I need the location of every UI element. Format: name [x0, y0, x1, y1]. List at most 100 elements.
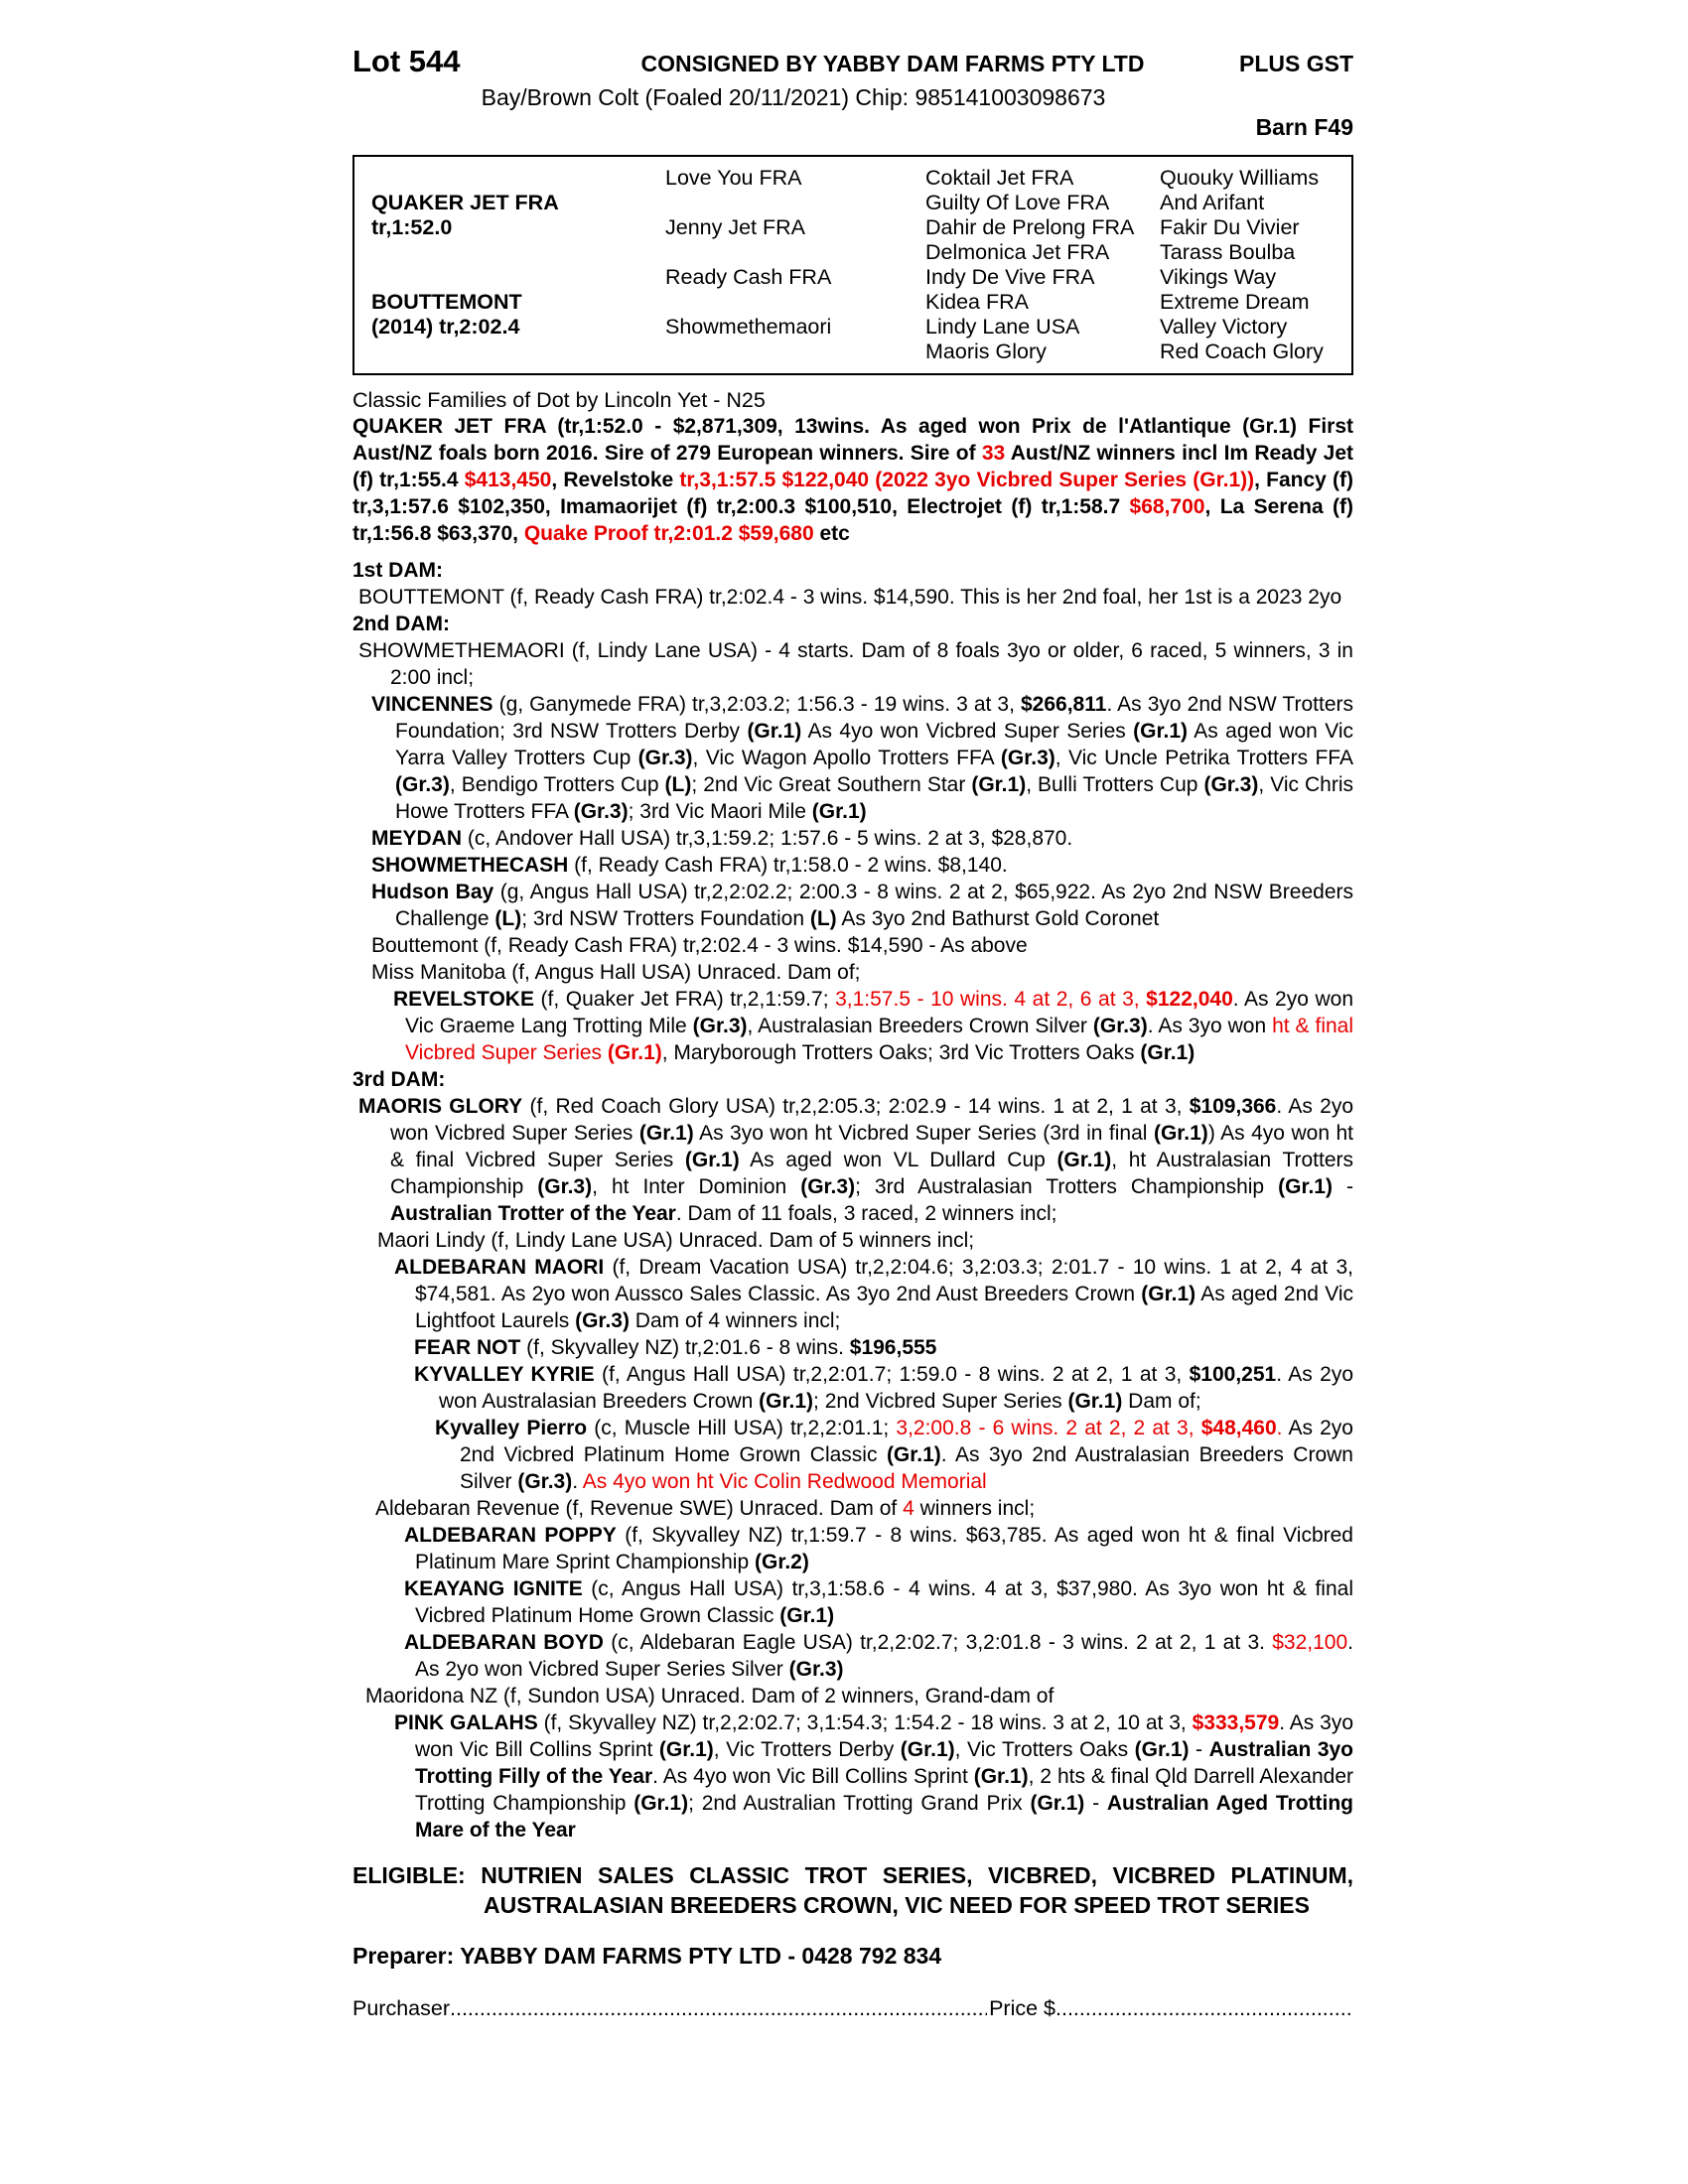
entry-kyvalley-pierro: Kyvalley Pierro (c, Muscle Hill USA) tr,…	[352, 1415, 1353, 1495]
text-segment: (Gr.2)	[755, 1551, 809, 1573]
entry-keayang-ignite: KEAYANG IGNITE (c, Angus Hall USA) tr,3,…	[352, 1575, 1353, 1629]
text-segment: As aged 2nd Vic Lightfoot Laurels	[415, 1283, 1353, 1332]
pedigree-cell: Ready Cash FRA	[665, 265, 832, 289]
pedigree-cell: Delmonica Jet FRA	[925, 240, 1110, 264]
text-segment: (g, Ganymede FRA) tr,3,2:03.2; 1:56.3 - …	[492, 693, 1021, 716]
text-segment: , Vic Trotters Derby	[713, 1738, 901, 1761]
text-segment: . As 3yo won Vic Bill Collins Sprint	[415, 1711, 1353, 1761]
text-segment: -	[1189, 1738, 1209, 1761]
text-segment: As 4yo won ht Vic Colin Redwood Memorial	[582, 1470, 987, 1493]
entry-meydan: MEYDAN (c, Andover Hall USA) tr,3,1:59.2…	[352, 825, 1353, 852]
text-segment: $196,555	[849, 1336, 937, 1359]
text-segment: (L)	[494, 907, 522, 930]
eligibility-paragraph: ELIGIBLE: NUTRIEN SALES CLASSIC TROT SER…	[352, 1860, 1353, 1920]
pedigree-cell: Indy De Vive FRA	[925, 265, 1095, 289]
text-segment: . As 3yo 2nd Australasian Breeders Crown…	[460, 1443, 1353, 1493]
text-segment: ALDEBARAN POPPY	[404, 1524, 617, 1547]
text-segment: MEYDAN	[371, 827, 463, 850]
family-line: Classic Families of Dot by Lincoln Yet -…	[352, 388, 766, 412]
entry-aldebaran-boyd: ALDEBARAN BOYD (c, Aldebaran Eagle USA) …	[352, 1629, 1353, 1683]
text-segment: (Gr.1)	[973, 1765, 1029, 1788]
barn-number: Barn F49	[1255, 114, 1353, 140]
text-segment: $333,579	[1192, 1711, 1280, 1734]
text-segment: ) As 4yo won ht & final Vicbred Super Se…	[390, 1122, 1354, 1171]
text-segment: , ht Australasian Trotters Championship	[390, 1149, 1354, 1198]
text-segment: winners incl;	[914, 1497, 1036, 1520]
text-segment: Australian 3yo Trotting Filly of the Yea…	[415, 1738, 1353, 1788]
pedigree-cell: tr,1:52.0	[371, 215, 453, 239]
text-segment: , Bendigo Trotters Cup	[449, 773, 665, 796]
text-segment: (Gr.3)	[1000, 747, 1055, 769]
entry-aldebaran-poppy: ALDEBARAN POPPY (f, Skyvalley NZ) tr,1:5…	[352, 1522, 1353, 1575]
dam2-header: 2nd DAM:	[352, 613, 450, 635]
text-segment: .	[572, 1470, 583, 1493]
text-segment: (Gr.1)	[1141, 1283, 1196, 1305]
entry-hudson-bay: Hudson Bay (g, Angus Hall USA) tr,2,2:02…	[352, 879, 1353, 932]
text-segment: ALDEBARAN MAORI	[394, 1256, 605, 1279]
text-segment: (Gr.1)	[971, 773, 1027, 796]
text-segment: SHOWMETHEMAORI (f, Lindy Lane USA) - 4 s…	[358, 639, 1353, 689]
pedigree-cell: Dahir de Prelong FRA	[925, 215, 1135, 239]
text-segment: (Gr.3)	[1203, 773, 1259, 796]
dam3-header: 3rd DAM:	[352, 1068, 446, 1091]
text-segment: Quake Proof tr,2:01.2 $59,680	[523, 522, 814, 545]
text-segment: (Gr.3)	[517, 1470, 573, 1493]
pedigree-cell	[371, 166, 665, 191]
text-segment: Hudson Bay	[371, 881, 494, 903]
pedigree-cell	[371, 265, 665, 290]
entry-miss-manitoba: Miss Manitoba (f, Angus Hall USA) Unrace…	[352, 959, 1353, 986]
purchaser-label: Purchaser	[352, 1996, 450, 2020]
text-segment: $100,251	[1189, 1363, 1277, 1386]
text-segment: (Gr.1)	[886, 1443, 941, 1466]
text-segment: Australian Trotter of the Year	[390, 1202, 676, 1225]
text-segment: (c, Andover Hall USA) tr,3,1:59.2; 1:57.…	[462, 827, 1073, 850]
text-segment: (Gr.1)	[1067, 1390, 1123, 1413]
text-segment: (g, Angus Hall USA) tr,2,2:02.2; 2:00.3 …	[395, 881, 1353, 930]
purchaser-fill-line: ........................................…	[450, 1996, 988, 2020]
pedigree-cell: Red Coach Glory	[1160, 340, 1324, 363]
text-segment: , Revelstoke	[551, 469, 680, 491]
text-segment: (f, Red Coach Glory USA) tr,2,2:05.3; 2:…	[522, 1095, 1190, 1118]
pedigree-cell: (2014) tr,2:02.4	[371, 315, 520, 339]
text-segment: (Gr.1)	[900, 1738, 955, 1761]
text-segment: Aldebaran Revenue (f, Revenue SWE) Unrac…	[375, 1497, 904, 1520]
pedigree-cell: QUAKER JET FRA	[371, 191, 559, 214]
pedigree-cell: Vikings Way	[1160, 265, 1277, 289]
text-segment: , ht Inter Dominion	[592, 1175, 801, 1198]
price-fill-line: ........................................…	[1055, 1996, 1353, 2020]
entry-maoridona: Maoridona NZ (f, Sundon USA) Unraced. Da…	[352, 1683, 1353, 1709]
eligible-body: NUTRIEN SALES CLASSIC TROT SERIES, VICBR…	[481, 1862, 1354, 1918]
text-segment: 4	[903, 1497, 914, 1520]
text-segment: (f, Ready Cash FRA) tr,1:58.0 - 2 wins. …	[568, 854, 1008, 877]
text-segment: REVELSTOKE	[393, 988, 534, 1011]
text-segment: . As 2yo won Vic Graeme Lang Trotting Mi…	[405, 988, 1353, 1037]
pedigree-cell	[371, 340, 665, 364]
text-segment: (Gr.1)	[1056, 1149, 1112, 1171]
text-segment: Kyvalley Pierro	[435, 1417, 588, 1439]
text-segment: (c, Muscle Hill USA) tr,2,2:01.1;	[587, 1417, 897, 1439]
text-segment: (f, Skyvalley NZ) tr,2,2:02.7; 3,1:54.3;…	[537, 1711, 1193, 1734]
text-segment: , La Serena (f) tr,1:56.8 $63,370,	[352, 495, 1353, 545]
text-segment: , Vic Trotters Oaks	[954, 1738, 1135, 1761]
text-segment: Aust/NZ winners incl Im Ready Jet (f) tr…	[352, 442, 1354, 491]
text-segment: $266,811	[1021, 693, 1107, 716]
pedigree-cell	[665, 290, 925, 315]
text-segment: (Gr.1)	[638, 1122, 694, 1145]
price-label: Price $	[989, 1996, 1055, 2020]
text-segment: (Gr.1)	[684, 1149, 740, 1171]
pedigree-cell	[665, 340, 925, 364]
pedigree-column-parents: QUAKER JET FRA tr,1:52.0 BOUTTEMONT (201…	[371, 166, 665, 364]
entry-aldebaran-revenue: Aldebaran Revenue (f, Revenue SWE) Unrac…	[352, 1495, 1353, 1522]
text-segment: ALDEBARAN BOYD	[404, 1631, 604, 1654]
entry-vincennes: VINCENNES (g, Ganymede FRA) tr,3,2:03.2;…	[352, 691, 1353, 825]
text-segment: KYVALLEY KYRIE	[414, 1363, 595, 1386]
text-segment: ; 2nd Vic Great Southern Star	[691, 773, 972, 796]
text-segment: ; 3rd Australasian Trotters Championship	[855, 1175, 1279, 1198]
text-segment: $68,700	[1129, 495, 1205, 518]
text-segment: -	[1332, 1175, 1353, 1198]
text-segment: $109,366	[1189, 1095, 1277, 1118]
pedigree-cell: Fakir Du Vivier	[1160, 215, 1300, 239]
pedigree-cell: Love You FRA	[665, 166, 802, 190]
text-segment: (Gr.1)	[779, 1604, 835, 1627]
